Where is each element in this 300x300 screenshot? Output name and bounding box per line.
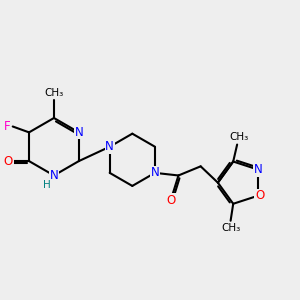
Text: N: N	[50, 169, 58, 182]
Text: F: F	[4, 120, 10, 133]
Text: N: N	[74, 126, 83, 139]
Text: H: H	[43, 180, 51, 190]
Text: N: N	[105, 140, 114, 153]
Text: O: O	[4, 154, 13, 168]
Text: O: O	[255, 189, 264, 202]
Text: CH₃: CH₃	[44, 88, 64, 98]
Text: CH₃: CH₃	[229, 132, 248, 142]
Text: CH₃: CH₃	[221, 223, 240, 233]
Text: N: N	[151, 167, 159, 179]
Text: N: N	[254, 163, 262, 176]
Text: O: O	[166, 194, 176, 207]
